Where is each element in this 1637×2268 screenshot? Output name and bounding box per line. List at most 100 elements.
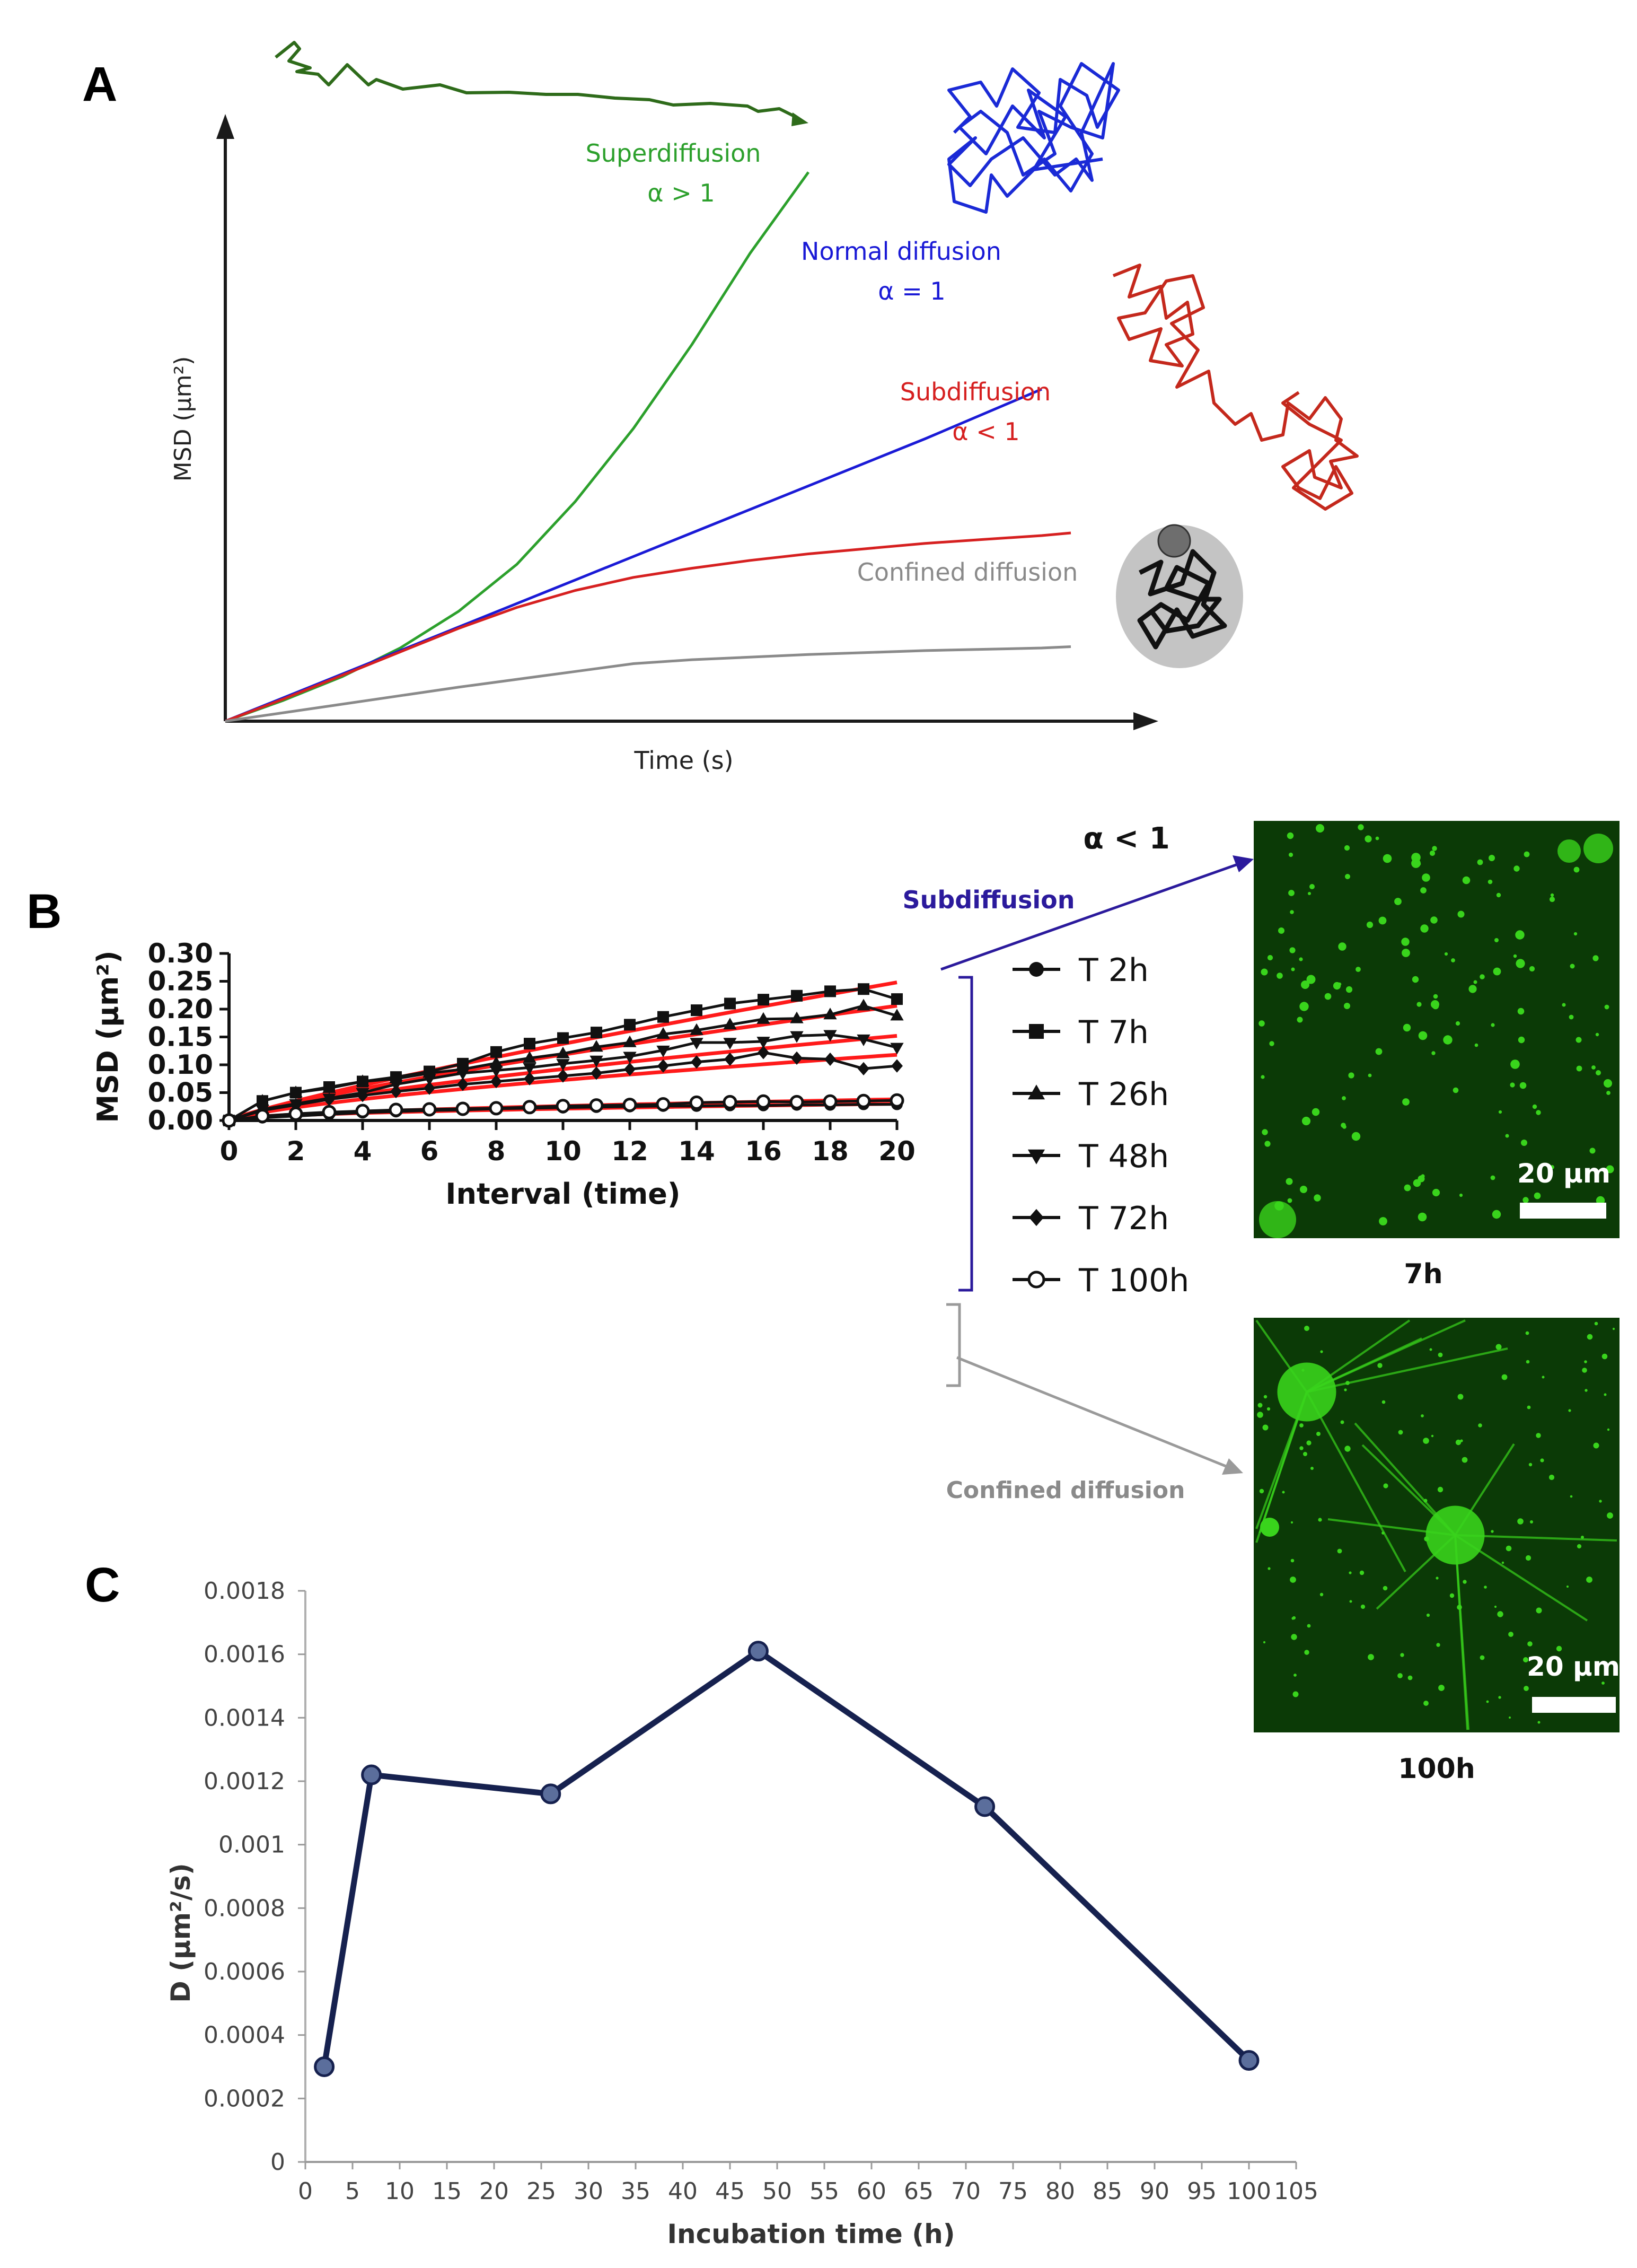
x-tick-label: 0: [298, 2178, 313, 2205]
x-tick-label: 100: [1227, 2178, 1271, 2205]
panel-a-diagram: Time (s) MSD (μm²) Superdiffusion α > 1 …: [170, 41, 1359, 775]
data-point: [557, 1069, 569, 1083]
data-point: [591, 1027, 602, 1039]
speck: [1582, 1368, 1587, 1373]
neurite: [1454, 1535, 1468, 1730]
speck: [1517, 1518, 1524, 1525]
speck: [1337, 982, 1342, 986]
speck: [1432, 1002, 1439, 1010]
speck: [1593, 1442, 1599, 1449]
speck: [1413, 1179, 1421, 1187]
data-point: [256, 1094, 269, 1106]
speck: [1378, 916, 1387, 925]
speck: [1278, 927, 1284, 934]
speck: [1478, 1423, 1482, 1428]
speck: [1519, 1082, 1527, 1089]
speck: [1522, 1197, 1529, 1203]
speck: [1257, 1412, 1263, 1418]
data-point: [489, 1065, 503, 1078]
speck: [1309, 884, 1315, 889]
speck: [1314, 1194, 1321, 1202]
data-point: [556, 1046, 570, 1058]
speck: [1491, 1023, 1495, 1027]
speck: [1316, 1432, 1321, 1436]
speck: [1360, 1604, 1366, 1609]
speck: [1412, 976, 1419, 983]
confined-arrow-icon: [1222, 1458, 1243, 1475]
x-tick-label: 60: [857, 2178, 886, 2205]
speck: [1292, 1691, 1299, 1697]
neurite: [1455, 1534, 1617, 1542]
subdiffusion-alpha: α < 1: [952, 417, 1019, 446]
speck: [1494, 1605, 1497, 1608]
x-tick-label: 65: [904, 2178, 934, 2205]
data-point: [540, 1783, 561, 1805]
speck: [1532, 1104, 1537, 1109]
neurite: [1255, 1391, 1308, 1543]
speck: [1303, 1452, 1307, 1456]
y-tick-label: 0.0002: [204, 2085, 285, 2112]
speck: [1437, 1486, 1444, 1493]
speck: [1550, 893, 1554, 897]
speck: [1418, 1212, 1427, 1222]
data-point: [823, 1008, 837, 1020]
x-tick-label: 75: [998, 2178, 1028, 2205]
confined-particle-icon: [1157, 524, 1191, 558]
speck: [1366, 921, 1374, 929]
speck: [1375, 1048, 1383, 1055]
x-tick-label: 105: [1274, 2178, 1318, 2205]
speck: [1601, 1682, 1605, 1685]
data-point: [489, 1056, 503, 1068]
speck: [1509, 1717, 1511, 1719]
speck: [1486, 1700, 1489, 1703]
data-point: [756, 1094, 771, 1109]
speck: [1356, 967, 1361, 972]
x-tick-label: 30: [574, 2178, 603, 2205]
y-tick-label: 0.10: [148, 1049, 213, 1080]
speck: [1474, 1043, 1478, 1047]
speck: [1383, 1483, 1388, 1488]
normal-diffusion-alpha: α = 1: [878, 277, 945, 305]
speck: [1422, 873, 1430, 882]
neurite: [1306, 1319, 1466, 1393]
speck: [1518, 1036, 1525, 1044]
speck: [1515, 930, 1525, 940]
speck: [1306, 975, 1316, 984]
speck: [1492, 1210, 1501, 1219]
neurite: [1454, 1443, 1515, 1536]
x-tick-label: 70: [951, 2178, 981, 2205]
data-point: [724, 1052, 736, 1066]
speck: [1423, 1701, 1429, 1706]
speck: [1505, 1134, 1509, 1138]
panel-a-x-arrowhead: [1133, 712, 1158, 730]
data-point: [623, 1035, 637, 1047]
speck: [1484, 1586, 1487, 1589]
speck: [1401, 938, 1410, 946]
data-point: [457, 1078, 469, 1091]
normal-diffusion-trajectory: [947, 62, 1120, 214]
speck: [1299, 1423, 1304, 1428]
speck: [1420, 924, 1429, 933]
data-point: [314, 2056, 335, 2077]
speck: [1424, 1536, 1429, 1542]
speck: [1494, 938, 1499, 942]
data-point: [656, 1027, 670, 1039]
y-tick-label: 0.25: [148, 966, 213, 997]
data-point: [890, 1009, 904, 1021]
speck: [1591, 1065, 1596, 1070]
data-point: [288, 1106, 303, 1121]
speck: [1258, 1020, 1265, 1027]
speck: [1416, 1002, 1422, 1007]
superdiffusion-arrow-icon: [791, 112, 808, 126]
legend-label: T 48h: [1078, 1138, 1169, 1175]
speck: [1562, 1003, 1566, 1007]
speck: [1557, 839, 1581, 863]
panel-b-chart: 0 2 4 6 8 10 12 14 16 18 20 0.000.050.100.150.200.2…: [91, 821, 1620, 1785]
speck: [1383, 854, 1392, 863]
speck: [1510, 1082, 1515, 1088]
speck: [1288, 890, 1295, 896]
data-point: [591, 1066, 602, 1080]
speck: [1291, 967, 1295, 971]
speck: [1508, 1632, 1513, 1637]
